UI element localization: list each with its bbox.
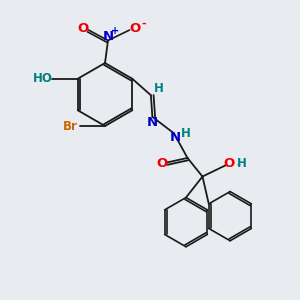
Text: N: N	[102, 30, 114, 44]
Text: HO: HO	[32, 72, 52, 85]
Text: +: +	[111, 26, 120, 36]
Text: H: H	[237, 157, 247, 170]
Text: O: O	[77, 22, 89, 35]
Text: O: O	[129, 22, 141, 35]
Text: Br: Br	[63, 119, 78, 133]
Text: -: -	[141, 19, 146, 29]
Text: O: O	[224, 157, 235, 170]
Text: -: -	[236, 159, 241, 169]
Text: O: O	[156, 158, 167, 170]
Text: N: N	[170, 131, 181, 144]
Text: H: H	[154, 82, 164, 95]
Text: H: H	[180, 127, 190, 140]
Text: N: N	[147, 116, 158, 129]
